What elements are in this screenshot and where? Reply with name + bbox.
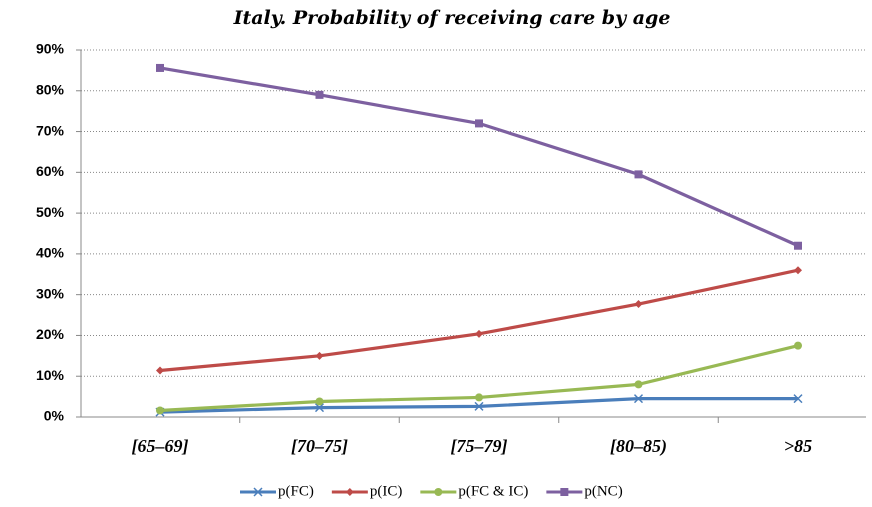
data-point [315,90,324,99]
data-point [475,329,483,338]
legend-marker [345,488,354,496]
data-point [634,380,643,389]
x-tick-label: [70–75] [291,436,348,456]
data-point [475,393,483,402]
series-line [159,66,799,248]
series-line [159,268,799,373]
data-point [156,366,164,375]
y-tick-label: 80% [36,81,65,97]
data-point [634,170,643,179]
data-point [633,394,644,404]
y-tick-label: 10% [36,367,65,383]
y-tick-label: 0% [44,408,65,424]
y-tick-label: 60% [36,163,65,179]
data-point [474,401,484,411]
y-tick-label: 20% [36,326,65,342]
x-tick-label: [80–85) [610,436,667,457]
data-point [794,341,802,350]
data-point [475,119,483,128]
legend-label: p(NC) [584,483,622,499]
legend-label: p(FC & IC) [458,483,528,499]
y-tick-label: 50% [36,204,65,220]
legend-marker [434,488,443,496]
legend-label: p(FC) [278,483,314,499]
data-point [156,63,164,72]
legend-marker [253,487,263,497]
x-tick-label: [65–69] [132,436,189,456]
data-point [315,351,324,360]
legend-label: p(IC) [370,483,403,499]
data-point [156,406,164,415]
data-point [314,403,325,413]
data-point [634,300,643,309]
x-tick-label: [75–79] [451,436,508,456]
data-point [793,394,803,404]
y-tick-label: 40% [36,245,65,261]
data-point [794,266,802,275]
chart-title: Italy. Probability of receiving care by … [233,7,671,29]
legend-marker [560,488,569,496]
y-tick-label: 90% [36,41,65,57]
data-point [794,241,802,250]
x-tick-label: >85 [784,436,812,456]
data-point [315,397,324,406]
y-tick-label: 30% [36,285,65,301]
y-tick-label: 70% [36,122,65,138]
